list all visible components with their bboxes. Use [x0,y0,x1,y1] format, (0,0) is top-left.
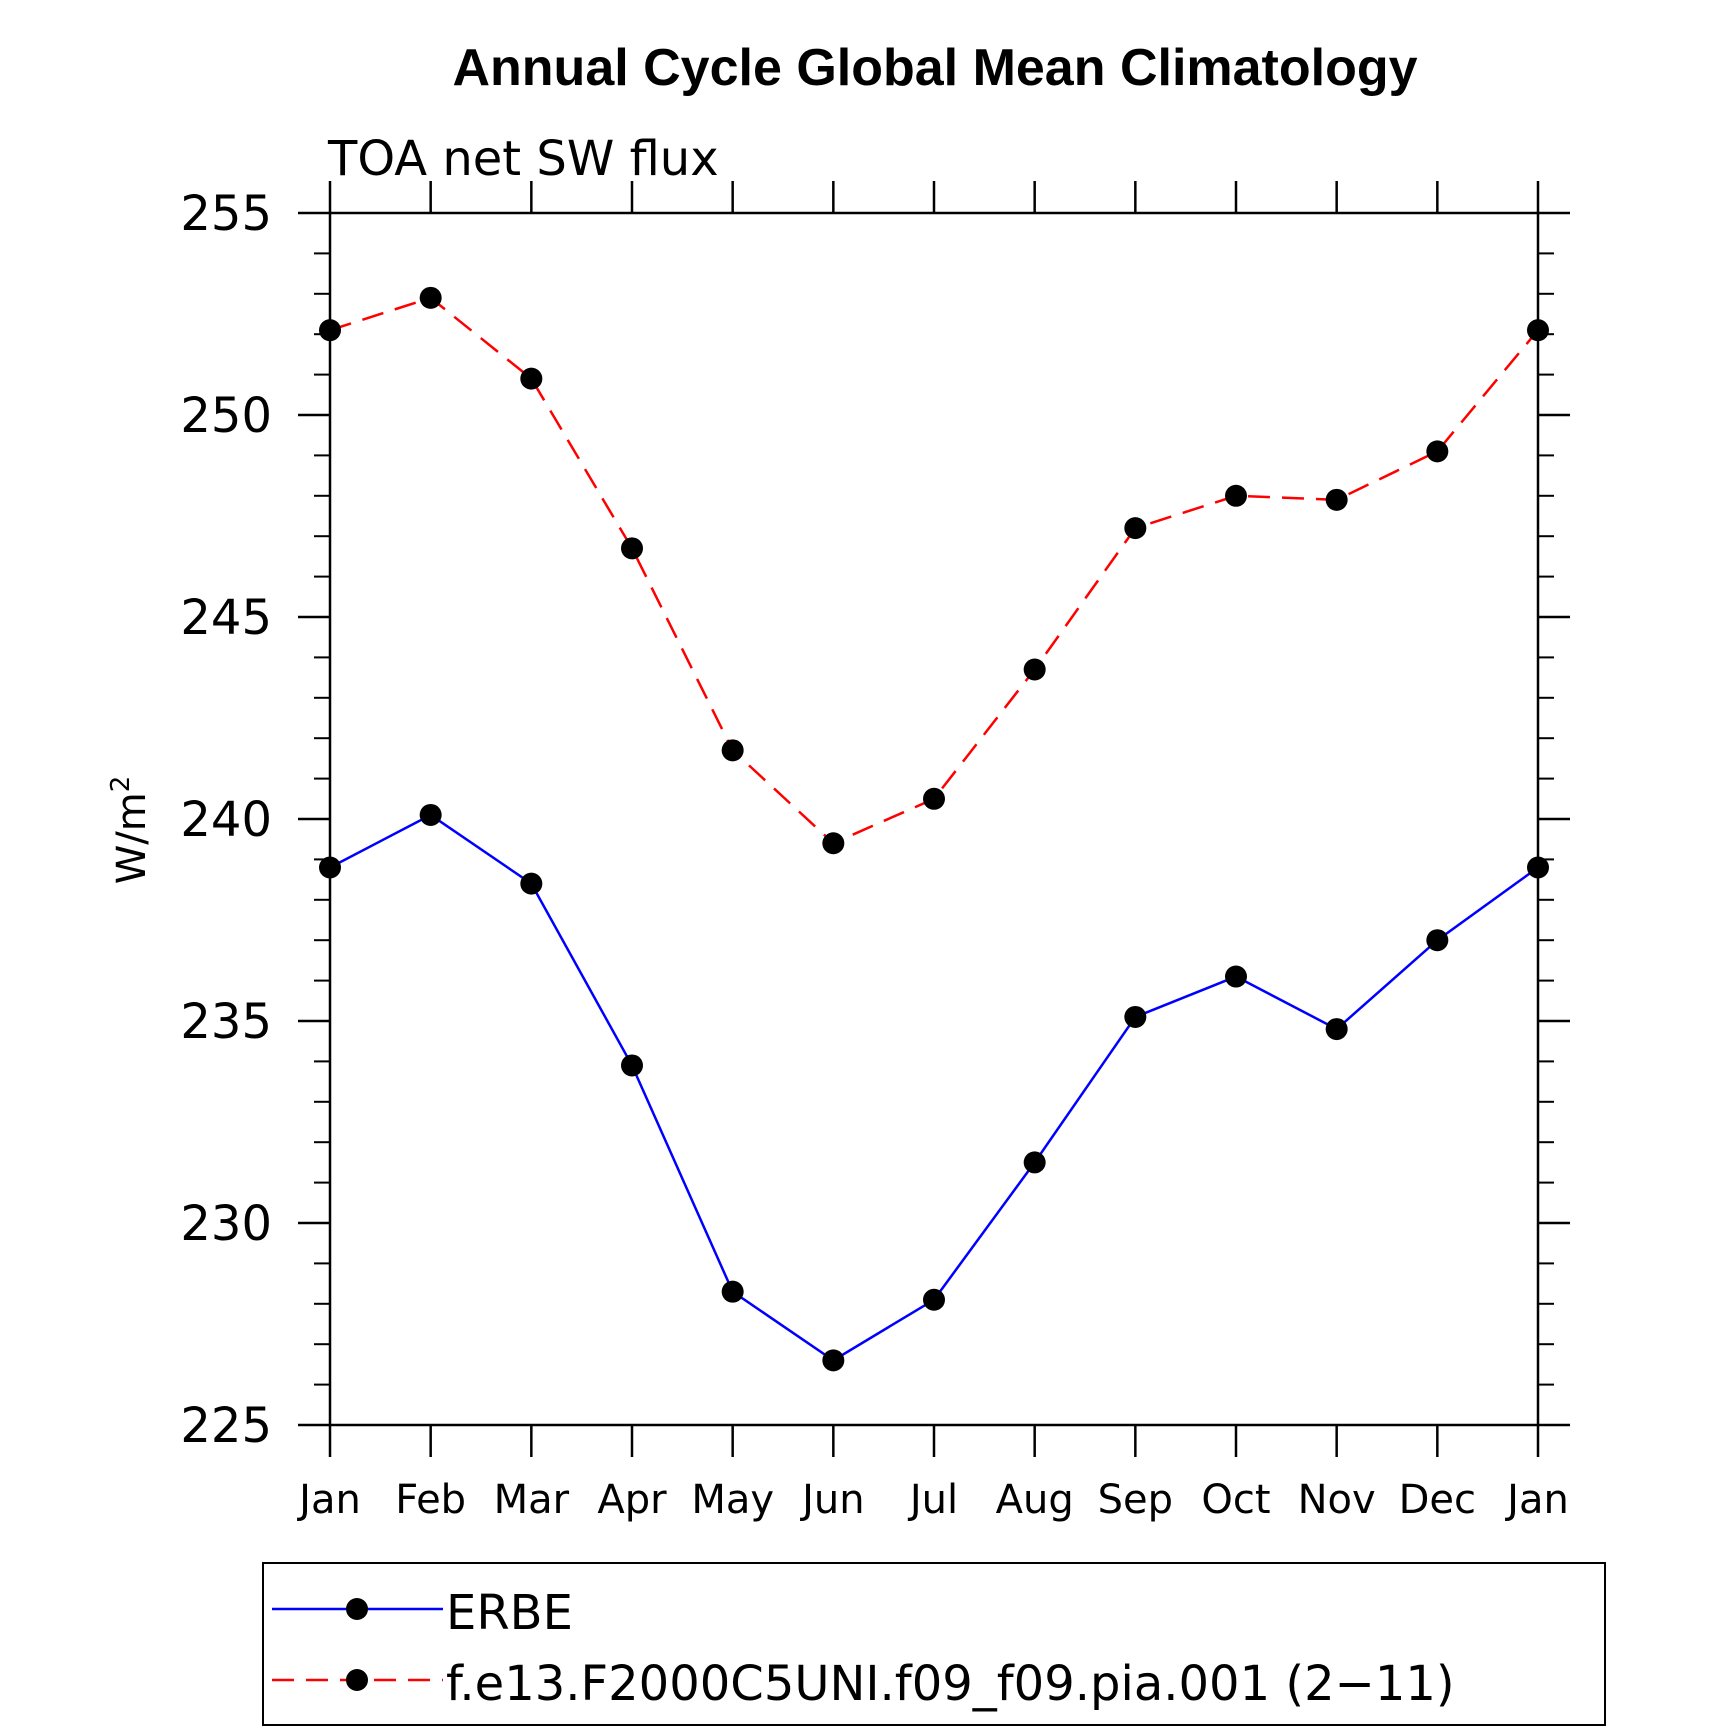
x-tick-label: Feb [395,1477,466,1523]
data-point [1527,856,1549,879]
data-point [520,872,543,895]
y-tick-label: 225 [180,1398,272,1454]
plot-frame [328,211,1540,1427]
data-point [721,739,744,762]
chart-title: Annual Cycle Global Mean Climatology [452,39,1417,97]
data-point [621,537,643,560]
data-point [1124,517,1147,540]
y-tick-label: 230 [180,1196,272,1252]
data-point [923,787,945,810]
series-line [329,296,1539,845]
chart-subtitle: TOA net SW flux [327,131,719,187]
data-point [419,803,442,826]
data-point [1426,440,1449,463]
data-point [419,286,442,309]
y-tick-label: 250 [180,388,272,444]
x-tick-label: May [691,1477,774,1523]
data-point [520,367,543,390]
series-line [329,813,1539,1362]
data-point [1225,965,1247,988]
y-tick-label: 245 [180,590,272,646]
x-tick-label: Jun [799,1477,865,1523]
data-point [1325,1018,1348,1041]
data-point [319,319,341,342]
x-tick-label: Mar [494,1477,570,1523]
y-tick-label: 240 [180,792,272,848]
data-point [822,832,845,855]
legend-marker [346,1598,368,1620]
legend-label: f.e13.F2000C5UNI.f09_f09.pia.001 (2−11) [446,1656,1455,1712]
legend: ERBE f.e13.F2000C5UNI.f09_f09.pia.001 (2−… [262,1562,1606,1726]
data-point [319,856,341,879]
x-tick-label: Apr [597,1477,667,1523]
y-tick-label: 255 [180,186,272,242]
x-tick-label: Jan [296,1477,361,1523]
y-axis-label-superscript: 2 [106,776,136,793]
x-tick-label: Jan [1504,1477,1569,1523]
data-point [1426,929,1449,952]
x-tick-label: Oct [1201,1477,1270,1523]
plot-area: 225 230 235 240 245 250 255 Jan Feb Mar Apr May Jun J… [180,181,1570,1523]
x-tick-label: Sep [1098,1477,1173,1523]
x-tick-label: Nov [1298,1477,1376,1523]
legend-label: ERBE [446,1585,573,1641]
data-point [621,1054,643,1077]
data-point [1325,488,1348,511]
legend-frame [262,1562,1606,1726]
data-point [1023,1151,1046,1174]
data-point [923,1288,945,1311]
y-axis-label-base: W/m [109,792,155,884]
x-tick-label: Dec [1399,1477,1476,1523]
data-point [1225,484,1247,507]
data-point [1527,319,1549,342]
data-point [721,1280,744,1303]
x-tick-label: Jul [907,1477,958,1523]
y-tick-label: 235 [180,994,272,1050]
data-point [1023,658,1046,681]
data-point [1124,1005,1147,1028]
legend-marker [346,1669,368,1691]
data-point [822,1349,845,1372]
y-axis-label: W/m2 [106,776,155,885]
x-tick-label: Aug [996,1477,1074,1523]
